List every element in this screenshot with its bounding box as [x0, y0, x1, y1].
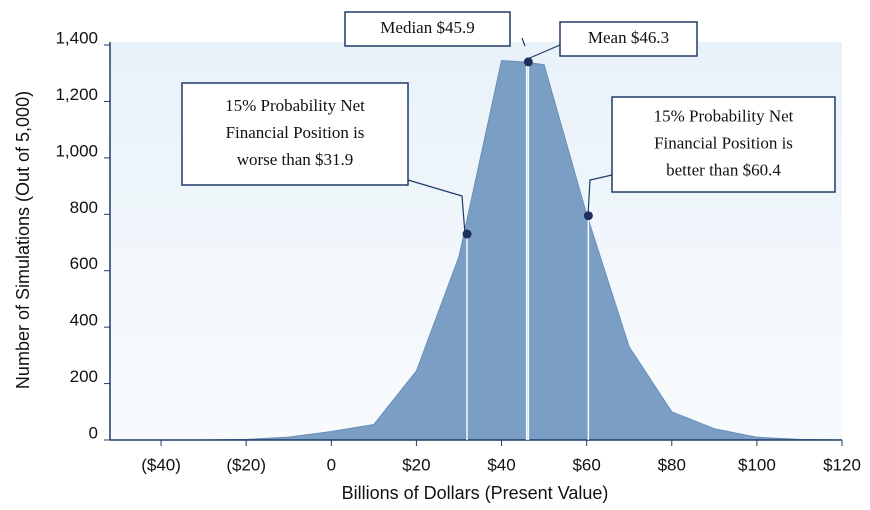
x-tick-label: $40 [487, 455, 515, 474]
y-tick-label: 200 [70, 367, 98, 386]
annotation-box [344, 11, 511, 47]
y-tick-label: 1,400 [55, 28, 98, 47]
leader-line [524, 44, 561, 61]
annotation-text: Median $45.9 [380, 18, 474, 37]
x-tick-label: $60 [572, 455, 600, 474]
y-tick-label: 1,000 [55, 141, 98, 160]
annotation-box [181, 82, 409, 186]
leader-line [407, 179, 466, 235]
marker-dot [523, 57, 533, 67]
annotation-text: 15% Probability Net [654, 106, 794, 125]
x-tick-label: 0 [327, 455, 336, 474]
x-axis-label: Billions of Dollars (Present Value) [342, 483, 609, 503]
leader-line [521, 37, 526, 47]
y-tick-label: 0 [89, 423, 98, 442]
y-tick-label: 800 [70, 198, 98, 217]
x-tick-label: ($20) [226, 455, 266, 474]
y-axis-label: Number of Simulations (Out of 5,000) [13, 91, 33, 389]
area [118, 59, 843, 441]
annotation-text: worse than $31.9 [237, 150, 354, 169]
annotation-box [559, 21, 698, 57]
marker-dot [462, 229, 472, 239]
x-tick-label: $120 [823, 455, 861, 474]
annotation-text: Mean $46.3 [588, 28, 669, 47]
x-tick-label: $80 [658, 455, 686, 474]
annotation-text: better than $60.4 [666, 160, 781, 179]
annotation-text: Financial Position is [226, 123, 365, 142]
annotation-box [611, 96, 836, 193]
x-tick-label: $100 [738, 455, 776, 474]
y-tick-label: 400 [70, 311, 98, 330]
leader-line [587, 174, 613, 216]
y-tick-label: 1,200 [55, 85, 98, 104]
x-tick-label: ($40) [141, 455, 181, 474]
annotation-text: 15% Probability Net [225, 96, 365, 115]
y-tick-label: 600 [70, 254, 98, 273]
annotation-text: Financial Position is [654, 133, 793, 152]
marker-dot [583, 211, 593, 221]
x-tick-label: $20 [402, 455, 430, 474]
